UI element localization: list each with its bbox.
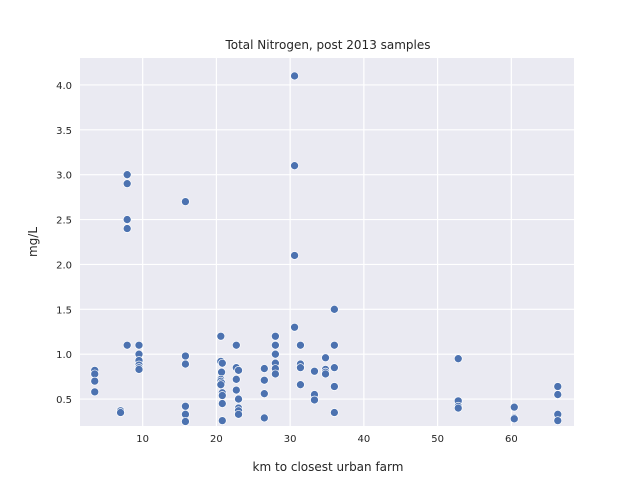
x-tick-label: 40 <box>357 434 370 445</box>
data-point <box>122 340 132 350</box>
data-point <box>181 359 190 369</box>
data-point <box>553 390 563 399</box>
x-tick-label: 20 <box>210 434 223 445</box>
data-point <box>310 395 319 405</box>
x-axis-label: km to closest urban farm <box>253 460 404 474</box>
data-point <box>181 401 190 411</box>
data-point <box>234 409 243 419</box>
data-point <box>330 340 339 350</box>
data-point <box>90 387 100 397</box>
data-point <box>271 349 280 359</box>
data-point <box>181 197 190 206</box>
y-tick-label: 0.5 <box>56 395 72 406</box>
y-tick-label: 4.0 <box>56 81 72 92</box>
data-point <box>290 71 299 81</box>
data-point <box>217 358 227 368</box>
data-point <box>122 215 132 224</box>
data-point <box>217 399 227 408</box>
data-point <box>181 351 190 361</box>
y-tick-label: 2.5 <box>56 216 72 227</box>
chart-title: Total Nitrogen, post 2013 samples <box>224 38 430 52</box>
data-point <box>234 394 243 404</box>
x-tick-label: 10 <box>136 434 149 445</box>
x-tick-label: 60 <box>505 434 518 445</box>
plot-area <box>80 58 574 426</box>
data-point <box>217 416 227 425</box>
data-points <box>90 71 563 426</box>
data-point <box>90 376 100 386</box>
data-point <box>296 363 305 373</box>
grid-lines <box>80 58 574 426</box>
data-point <box>259 413 269 423</box>
data-point <box>231 385 241 395</box>
data-point <box>122 224 132 233</box>
data-point <box>231 340 241 350</box>
data-point <box>553 416 563 425</box>
data-point <box>181 409 190 419</box>
data-point <box>271 369 280 379</box>
data-point <box>259 389 269 399</box>
data-point <box>271 340 280 350</box>
data-point <box>134 340 144 350</box>
data-point <box>330 382 339 391</box>
data-point <box>90 369 100 379</box>
data-point <box>321 353 330 363</box>
data-point <box>296 380 305 390</box>
y-tick-label: 2.0 <box>56 260 72 271</box>
y-tick-label: 1.0 <box>56 350 72 361</box>
data-point <box>453 403 463 413</box>
data-point <box>290 251 299 260</box>
data-point <box>259 364 269 373</box>
data-point <box>553 382 563 391</box>
data-point <box>271 331 280 341</box>
data-point <box>259 375 269 385</box>
y-tick-label: 3.0 <box>56 171 72 182</box>
y-tick-label: 3.5 <box>56 126 72 137</box>
data-point <box>231 374 241 384</box>
x-tick-label: 50 <box>431 434 444 445</box>
y-axis-label: mg/L <box>26 227 40 257</box>
x-tick-labels: 10 20 30 40 50 60 <box>136 434 517 445</box>
y-tick-labels: 0.5 1.0 1.5 2.0 2.5 3.0 3.5 4.0 <box>56 81 72 406</box>
data-point <box>216 331 226 341</box>
data-point <box>290 161 299 171</box>
data-point <box>234 366 243 375</box>
x-tick-label: 30 <box>284 434 297 445</box>
data-point <box>453 354 463 364</box>
data-point <box>509 414 519 424</box>
data-point <box>509 402 519 412</box>
data-point <box>330 363 339 373</box>
y-tick-label: 1.5 <box>56 305 72 316</box>
data-point <box>134 365 144 374</box>
data-point <box>290 322 299 332</box>
data-point <box>122 170 132 180</box>
data-point <box>116 408 125 417</box>
data-point <box>321 369 330 379</box>
data-point <box>216 380 226 390</box>
data-point <box>330 304 339 314</box>
data-point <box>181 417 190 426</box>
data-point <box>296 340 305 350</box>
data-point <box>122 179 132 189</box>
data-point <box>310 366 319 376</box>
data-point <box>217 391 227 400</box>
data-point <box>217 367 226 377</box>
data-point <box>330 408 339 417</box>
